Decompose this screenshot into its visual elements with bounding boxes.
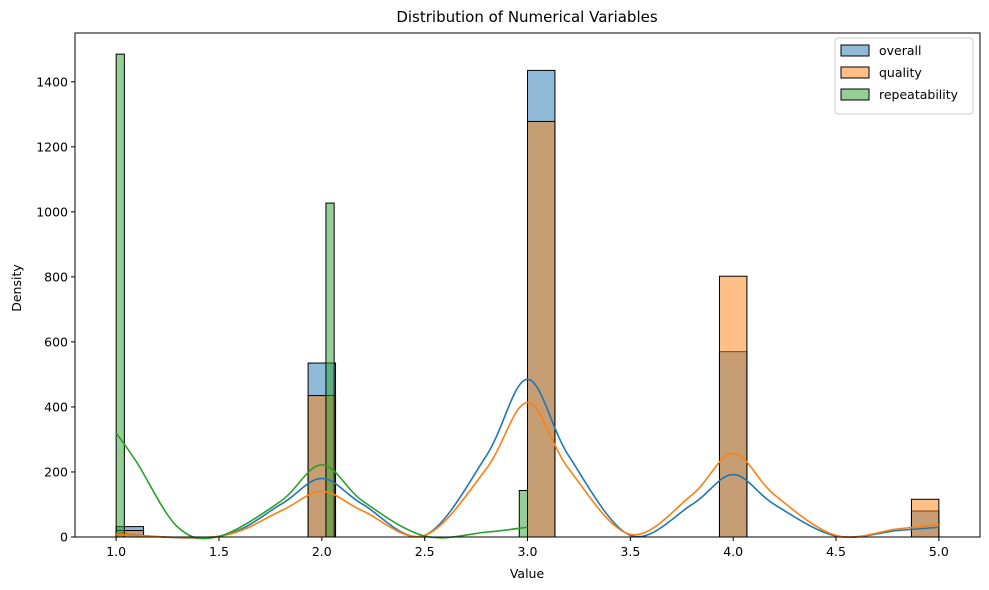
legend-swatch-quality — [840, 66, 870, 79]
x-tick-label: 5.0 — [929, 544, 949, 559]
bar-quality — [910, 498, 940, 538]
y-tick-label: 1000 — [36, 204, 68, 219]
y-tick-label: 600 — [44, 334, 68, 349]
x-axis-title: Value — [510, 566, 545, 581]
y-tick-label: 1400 — [36, 74, 68, 89]
x-tick-label: 4.5 — [826, 544, 846, 559]
legend-swatch-repeatability — [840, 88, 870, 101]
legend-label-quality: quality — [879, 65, 922, 80]
x-tick-label: 1.5 — [209, 544, 229, 559]
y-tick-label: 200 — [44, 464, 68, 479]
y-tick-label: 400 — [44, 399, 68, 414]
bar-repeatability — [325, 202, 335, 538]
x-tick-label: 4.0 — [723, 544, 743, 559]
x-tick-label: 2.5 — [415, 544, 435, 559]
y-axis: 0 200 400 600 800 1000 1200 1400 — [36, 74, 75, 545]
x-tick-label: 1.0 — [106, 544, 126, 559]
x-tick-label: 3.5 — [620, 544, 640, 559]
y-tick-label: 0 — [60, 530, 68, 545]
legend-label-repeatability: repeatability — [879, 87, 959, 102]
chart-title: Distribution of Numerical Variables — [396, 8, 658, 26]
y-axis-title: Density — [9, 264, 24, 312]
y-tick-label: 1200 — [36, 139, 68, 154]
legend-label-overall: overall — [879, 43, 921, 58]
bar-quality — [718, 275, 748, 538]
x-axis: 1.0 1.5 2.0 2.5 3.0 3.5 4.0 4.5 5.0 — [106, 537, 949, 559]
y-tick-label: 800 — [44, 269, 68, 284]
x-tick-label: 3.0 — [518, 544, 538, 559]
legend: overall quality repeatability — [834, 37, 974, 115]
bar-quality — [527, 120, 556, 538]
kde-line-quality — [116, 401, 939, 539]
x-tick-label: 2.0 — [312, 544, 332, 559]
bar-repeatability — [115, 53, 125, 538]
plot-area — [115, 53, 940, 540]
legend-swatch-overall — [840, 44, 870, 57]
bar-repeatability — [518, 490, 528, 538]
kde-line-overall — [116, 378, 939, 539]
bars-repeatability — [115, 53, 528, 538]
